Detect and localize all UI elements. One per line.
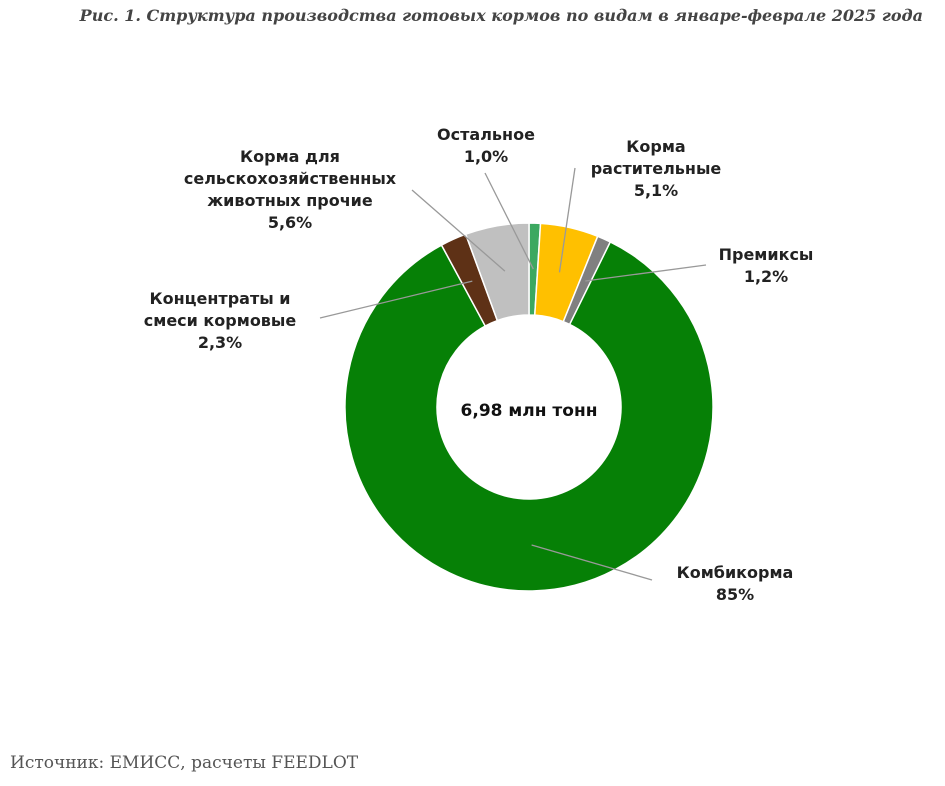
slice-label-3: Комбикорма 85% [677,563,794,604]
slice-label-1: Корма растительные 5,1% [591,137,722,200]
donut-slices [344,222,714,592]
slice-label-2: Премиксы 1,2% [719,245,814,286]
slice-5 [464,222,530,322]
leader-line-5 [411,189,506,272]
slice-label-0: Остальное 1,0% [437,125,535,166]
center-total-label: 6,98 млн тонн [461,401,598,421]
leader-line-4 [319,280,473,319]
slice-label-4: Концентраты и смеси кормовые 2,3% [144,289,297,352]
slice-label-5: Корма для сельскохозяйственных животных пр… [184,147,397,232]
leader-line-1 [558,167,576,273]
leader-lines [319,167,707,581]
slice-labels: Остальное 1,0% Корма растительные 5,1% Премик… [144,125,814,604]
leader-line-0 [484,172,534,270]
leader-line-2 [585,264,707,282]
source-note: Источник: ЕМИСС, расчеты FEEDLOT [10,753,359,773]
chart-title: Рис. 1. Структура производства готовых к… [79,6,923,25]
slice-3 [344,240,714,592]
leader-line-3 [531,544,653,581]
